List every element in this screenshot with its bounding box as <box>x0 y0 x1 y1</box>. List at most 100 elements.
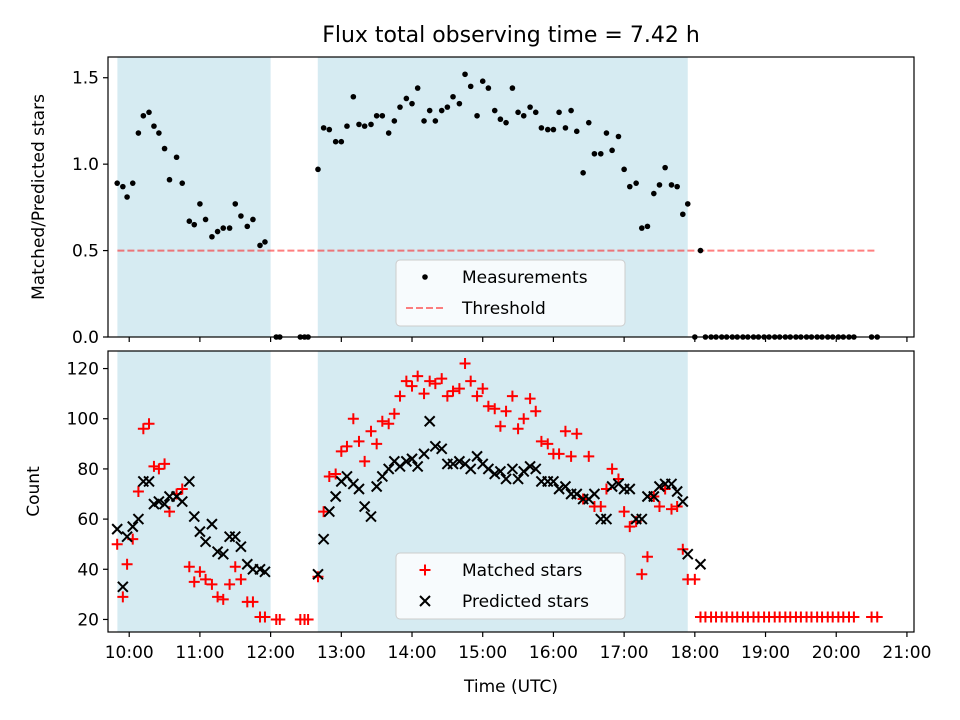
data-point <box>848 611 860 623</box>
data-point <box>600 513 613 525</box>
data-point <box>229 530 241 543</box>
data-point <box>530 463 542 475</box>
data-point <box>662 164 668 171</box>
data-point <box>224 578 236 590</box>
data-point <box>235 540 247 553</box>
data-point <box>146 109 152 116</box>
legend-label: Matched stars <box>462 561 582 581</box>
data-point <box>121 558 133 570</box>
data-point <box>553 483 565 495</box>
data-point <box>412 370 424 382</box>
data-point <box>143 475 155 488</box>
data-point <box>489 403 501 415</box>
data-point <box>609 147 615 154</box>
legend-box <box>395 259 626 327</box>
data-point <box>411 460 424 473</box>
y-tick-label: 60 <box>77 510 99 530</box>
data-point <box>347 413 359 425</box>
data-point <box>220 225 227 231</box>
data-point <box>302 613 314 625</box>
data-point <box>114 180 120 186</box>
y-tick-label: 40 <box>77 560 99 580</box>
data-point <box>512 423 524 435</box>
data-point <box>403 95 410 102</box>
data-point <box>376 415 388 427</box>
data-point <box>453 383 465 395</box>
data-point <box>194 566 206 578</box>
data-point <box>158 498 171 510</box>
data-point <box>471 390 483 402</box>
data-point <box>571 428 583 440</box>
data-point <box>400 455 413 468</box>
data-point <box>512 473 524 485</box>
data-point <box>129 180 136 186</box>
data-point <box>353 483 365 495</box>
data-point <box>500 405 512 417</box>
axes-frame <box>107 56 915 338</box>
shaded-region <box>117 57 271 337</box>
data-point <box>382 463 395 475</box>
data-point <box>153 463 165 475</box>
data-point <box>530 405 542 417</box>
data-point <box>553 448 565 460</box>
data-point <box>588 488 601 500</box>
data-point <box>491 107 498 114</box>
data-point <box>689 573 701 585</box>
data-point <box>329 490 342 503</box>
figure-title: Flux total observing time = 7.42 h <box>322 23 700 48</box>
data-point <box>671 501 683 513</box>
data-point <box>368 121 374 128</box>
data-point <box>621 166 627 173</box>
data-point <box>159 458 171 470</box>
data-point <box>332 138 339 145</box>
data-point <box>482 400 494 412</box>
data-point <box>383 418 395 430</box>
data-point <box>323 470 335 482</box>
data-point <box>535 435 547 447</box>
data-point <box>544 126 551 133</box>
data-point <box>447 385 459 397</box>
data-point <box>668 182 675 188</box>
data-point <box>373 112 380 119</box>
data-point <box>400 375 412 387</box>
data-point <box>423 415 436 427</box>
data-point <box>559 425 571 437</box>
data-point <box>633 180 639 186</box>
data-point <box>550 126 557 133</box>
data-point <box>871 611 883 623</box>
data-point <box>199 535 212 548</box>
data-point <box>509 85 516 91</box>
data-point <box>312 568 324 581</box>
data-point <box>603 130 610 136</box>
y-tick-label: 1.0 <box>72 155 99 175</box>
x-tick-label: 12:00 <box>246 643 295 663</box>
data-point <box>379 112 386 119</box>
data-point <box>644 223 651 230</box>
data-point <box>356 121 362 128</box>
data-point <box>697 247 704 254</box>
data-point <box>626 183 633 190</box>
data-point <box>515 109 521 116</box>
data-point <box>200 573 212 585</box>
x-tick-label: 11:00 <box>175 643 224 663</box>
data-point <box>441 390 453 402</box>
data-point <box>524 460 536 473</box>
data-point <box>585 119 592 126</box>
data-point <box>385 130 392 136</box>
legend: Measurements Threshold <box>395 259 626 327</box>
data-point <box>424 375 436 387</box>
legend-label: Threshold <box>461 299 546 319</box>
data-point <box>323 505 336 518</box>
y-tick-label: 120 <box>67 360 99 380</box>
data-point <box>409 100 415 107</box>
y-tick-label: 20 <box>77 610 99 630</box>
data-point <box>665 478 678 490</box>
data-point <box>497 116 504 123</box>
data-point <box>438 107 445 114</box>
data-point <box>406 380 418 392</box>
axes-frame <box>107 350 915 633</box>
y-axis-label: Matched/Predicted stars <box>29 94 49 300</box>
y-tick-label: 1.5 <box>72 69 99 89</box>
data-point <box>432 118 439 124</box>
data-point <box>641 551 653 563</box>
